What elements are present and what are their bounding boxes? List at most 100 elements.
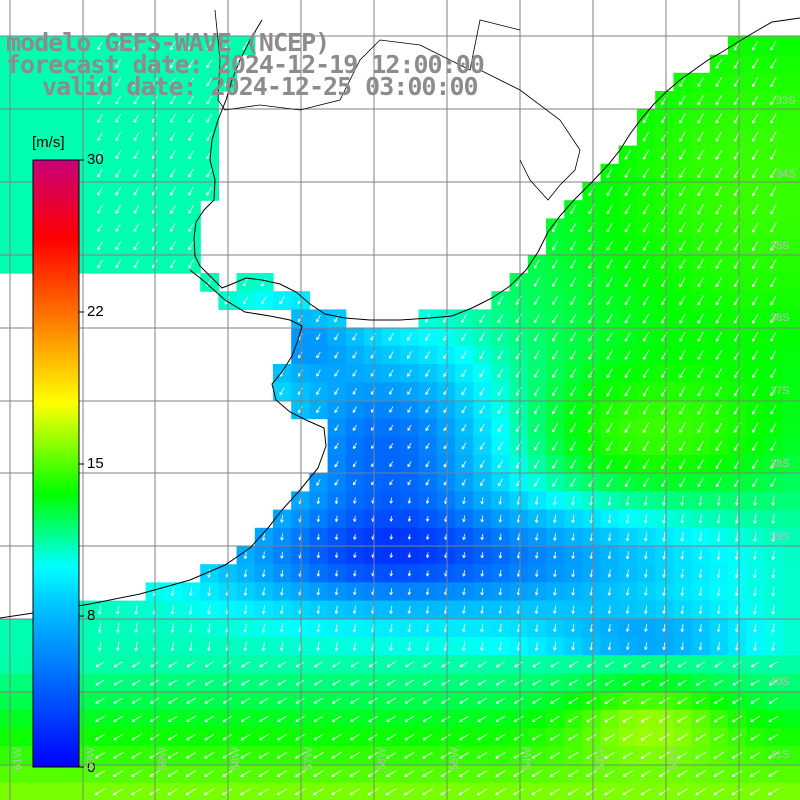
wind-arrow-head <box>697 121 701 124</box>
wind-arrow-head <box>772 557 775 560</box>
field-cell <box>564 345 583 365</box>
wind-arrow-head <box>441 700 444 704</box>
wind-arrow <box>681 642 684 650</box>
field-cell <box>0 637 19 656</box>
wind-arrow-head <box>658 737 662 741</box>
wind-arrow <box>606 440 613 451</box>
field-cell <box>582 327 602 347</box>
field-cell <box>436 400 456 420</box>
wind-arrow-head <box>498 573 501 577</box>
wind-arrow-head <box>662 610 665 614</box>
wind-arrow-head <box>679 212 683 215</box>
wind-arrow <box>277 697 287 704</box>
wind-arrow <box>769 661 778 668</box>
field-cell <box>91 200 110 219</box>
wind-arrow-head <box>697 230 701 233</box>
wind-arrow-head <box>588 448 592 451</box>
field-cell <box>382 473 401 492</box>
wind-arrow-head <box>553 501 555 506</box>
wind-arrow-head <box>481 592 484 596</box>
field-cell <box>673 709 693 729</box>
field-cell <box>327 691 347 711</box>
wind-arrow-head <box>317 648 320 651</box>
wind-arrow-head <box>335 573 339 577</box>
field-cell <box>527 345 547 365</box>
field-cell <box>18 673 37 693</box>
wind-arrow-head <box>371 518 374 522</box>
wind-arrow <box>697 240 704 251</box>
wind-arrow-head <box>607 628 610 632</box>
wind-arrow-head <box>768 737 771 741</box>
wind-arrow-head <box>367 755 371 759</box>
wind-arrow-head <box>714 664 717 667</box>
field-cell <box>273 673 292 693</box>
field-cell <box>746 145 765 165</box>
field-cell <box>600 764 620 784</box>
wind-arrow <box>497 441 504 450</box>
field-cell <box>709 254 729 274</box>
field-cell <box>691 236 711 256</box>
wind-arrow <box>642 440 650 451</box>
wind-arrow-head <box>698 538 701 542</box>
field-cell <box>400 764 420 784</box>
wind-arrow-head <box>571 592 574 596</box>
field-cell <box>182 36 201 56</box>
wind-arrow-head <box>334 591 337 596</box>
field-cell <box>400 382 420 401</box>
wind-arrow <box>316 314 321 323</box>
wind-arrow-head <box>717 575 721 578</box>
wind-arrow <box>133 132 140 141</box>
wind-arrow-head <box>734 357 738 360</box>
wind-arrow-head <box>552 484 556 487</box>
wind-arrow <box>643 113 650 124</box>
wind-arrow-head <box>663 592 666 596</box>
wind-arrow <box>572 569 575 577</box>
field-cell <box>564 455 583 474</box>
field-cell <box>764 728 784 747</box>
wind-arrow-head <box>752 357 756 360</box>
wind-arrow <box>732 697 742 704</box>
wind-arrow <box>754 532 757 542</box>
wind-arrow-head <box>699 629 703 633</box>
wind-arrow-head <box>570 230 574 233</box>
wind-arrow-head <box>534 519 537 523</box>
wind-arrow <box>440 752 451 759</box>
field-cell <box>491 400 511 420</box>
wind-arrow-head <box>353 610 357 614</box>
wind-arrow <box>190 623 193 633</box>
wind-arrow <box>697 277 704 288</box>
wind-arrow-head <box>170 193 174 196</box>
wind-arrow-head <box>663 556 666 560</box>
field-cell <box>728 455 747 474</box>
field-cell <box>400 418 420 438</box>
wind-arrow-head <box>640 755 643 759</box>
wind-arrow <box>624 259 631 269</box>
field-cell <box>473 455 492 474</box>
wind-arrow-head <box>497 429 502 432</box>
wind-arrow-head <box>477 664 481 667</box>
wind-arrow-head <box>679 412 683 415</box>
wind-arrow-head <box>735 574 737 578</box>
field-cell <box>182 728 201 747</box>
wind-arrow <box>772 586 775 597</box>
wind-arrow-head <box>570 466 574 469</box>
field-cell <box>527 473 547 492</box>
wind-arrow-head <box>625 266 628 269</box>
wind-arrow <box>770 40 777 51</box>
wind-arrow-head <box>426 629 430 633</box>
wind-arrow-head <box>262 648 266 651</box>
field-cell <box>163 145 183 165</box>
wind-arrow-head <box>354 555 357 558</box>
wind-arrow-head <box>572 502 575 506</box>
wind-arrow <box>572 605 575 614</box>
wind-arrow <box>552 313 559 324</box>
field-cell <box>764 254 784 274</box>
wind-arrow <box>334 387 339 395</box>
field-cell <box>345 382 365 401</box>
wind-arrow-head <box>735 629 737 633</box>
wind-arrow-head <box>258 773 261 777</box>
field-cell <box>709 728 729 747</box>
field-cell <box>455 455 474 474</box>
wind-arrow <box>407 442 412 449</box>
field-cell <box>709 746 729 765</box>
